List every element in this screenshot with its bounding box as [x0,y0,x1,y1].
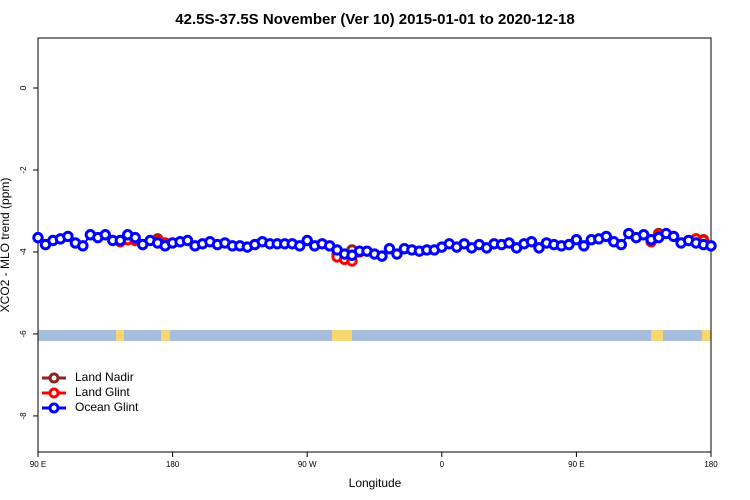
x-tick-label: 180 [166,460,180,469]
x-tick-label: 180 [704,460,718,469]
series-point [99,229,112,241]
series-point [77,240,89,252]
series-point [600,230,613,243]
chart-title: 42.5S-37.5S November (Ver 10) 2015-01-01… [175,11,574,28]
legend-label: Ocean Glint [75,400,139,414]
mask-land [332,330,352,341]
mask-land [161,330,170,341]
series-point [503,237,515,249]
legend-label: Land Glint [75,385,130,399]
x-tick-label: 90 W [298,460,317,469]
series-point [578,240,590,252]
series-point [294,240,306,252]
y-tick-label: 0 [19,85,28,90]
y-axis-label: XCO2 - MLO trend (ppm) [0,178,12,313]
series-point [391,248,403,260]
x-axis-label: Longitude [349,476,402,490]
series-point [129,231,141,244]
series-point [301,234,313,247]
series-point [638,229,650,241]
mask-ocean [38,330,711,341]
series-point [376,250,388,262]
series-point [525,236,538,248]
legend-marker [48,372,60,384]
series-point [114,234,126,247]
series-point [615,238,627,251]
series-point [62,230,74,243]
mask-land [651,330,663,341]
y-tick-label: -8 [19,412,28,420]
series-point [667,230,680,243]
mask-land [702,330,711,341]
mask-land [116,330,124,341]
legend-label: Land Nadir [75,370,134,384]
series-point [705,240,717,252]
series-point [181,234,194,247]
y-tick-label: -6 [19,330,28,338]
series-point [32,231,44,244]
legend-marker [48,402,60,414]
series-point [383,242,396,255]
x-tick-label: 90 E [30,460,46,469]
legend-marker [48,387,60,399]
series-point [563,238,575,251]
x-tick-label: 90 E [568,460,584,469]
y-tick-label: -2 [19,166,28,174]
x-tick-label: 0 [440,460,445,469]
y-tick-label: -4 [19,248,28,256]
series-point [570,233,583,246]
series-point [533,242,545,254]
land-mask-band [38,330,711,341]
